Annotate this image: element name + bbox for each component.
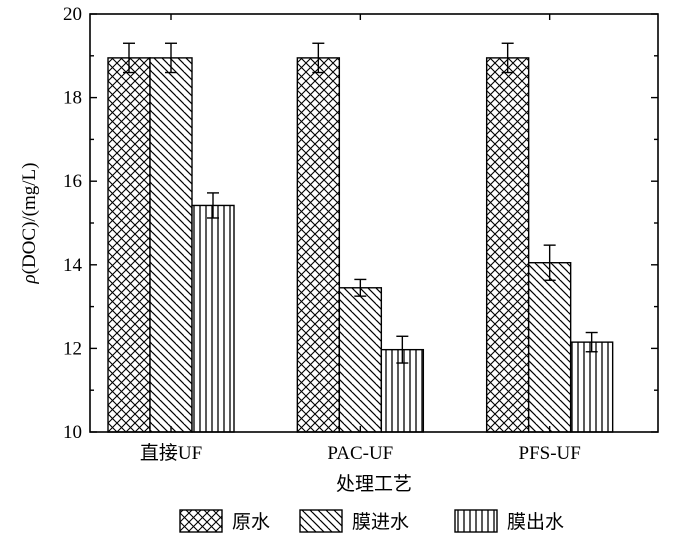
bar	[191, 204, 235, 433]
y-tick-label: 14	[63, 255, 83, 276]
bar	[569, 341, 614, 433]
y-axis: 10 12 14 16 18 20	[63, 4, 658, 443]
legend-swatch	[179, 509, 223, 533]
x-category-label: PAC-UF	[327, 443, 393, 464]
x-axis-title: 处理工艺	[336, 473, 412, 495]
legend-label: 膜进水	[352, 511, 409, 533]
bar	[338, 287, 383, 433]
y-tick-label: 20	[63, 4, 82, 25]
y-axis-title-symbol: ρ	[19, 274, 40, 284]
legend-label: 膜出水	[507, 511, 564, 533]
legend-swatch	[299, 509, 343, 533]
y-axis-title: ρ(DOC)/(mg/L)	[19, 163, 40, 285]
x-category-label: PFS-UF	[519, 443, 581, 464]
legend-label: 原水	[232, 511, 270, 533]
bar	[527, 262, 572, 433]
y-tick-label: 16	[63, 171, 82, 192]
x-axis: 直接UF PAC-UF PFS-UF	[140, 14, 581, 464]
x-category-label: 直接UF	[140, 442, 202, 464]
bars-layer	[107, 57, 614, 433]
error-bars-layer	[123, 42, 598, 364]
bar	[107, 57, 151, 433]
y-axis-title-unit: (DOC)/(mg/L)	[19, 163, 40, 275]
y-tick-label: 18	[63, 88, 82, 109]
bar	[149, 57, 193, 433]
legend-swatch	[454, 509, 498, 533]
y-tick-label: 12	[63, 338, 82, 359]
bar	[485, 57, 530, 433]
bar	[296, 57, 341, 433]
y-tick-label: 10	[63, 422, 82, 443]
legend: 原水 膜进水 膜出水	[179, 509, 564, 533]
